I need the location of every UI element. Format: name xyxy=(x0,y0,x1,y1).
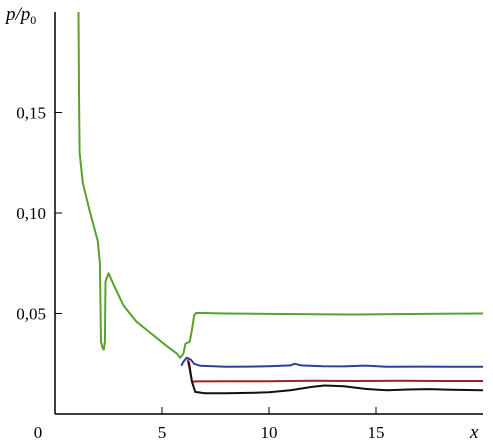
x-tick-label: 5 xyxy=(158,423,167,442)
y-axis-label-main: p/p xyxy=(4,4,30,25)
series-line-3 xyxy=(186,359,483,383)
x-axis-label: x xyxy=(469,422,479,443)
x-tick-label: 0 xyxy=(34,423,43,442)
y-axis-label-sub: 0 xyxy=(30,13,36,27)
y-axis-label: p/p0 xyxy=(4,4,36,27)
x-tick-label: 15 xyxy=(368,423,385,442)
ticks: 0 5 10 15 0,05 0,10 0,15 xyxy=(16,104,384,443)
series-line-1 xyxy=(77,11,484,359)
series-line-4 xyxy=(187,361,484,395)
y-tick-label: 0,15 xyxy=(16,104,46,123)
series-line-2 xyxy=(180,356,483,368)
y-tick-label: 0,10 xyxy=(16,204,46,223)
y-tick-label: 0,05 xyxy=(16,305,46,324)
x-tick-label: 10 xyxy=(261,423,278,442)
series-group xyxy=(77,11,484,395)
axes xyxy=(54,12,483,415)
